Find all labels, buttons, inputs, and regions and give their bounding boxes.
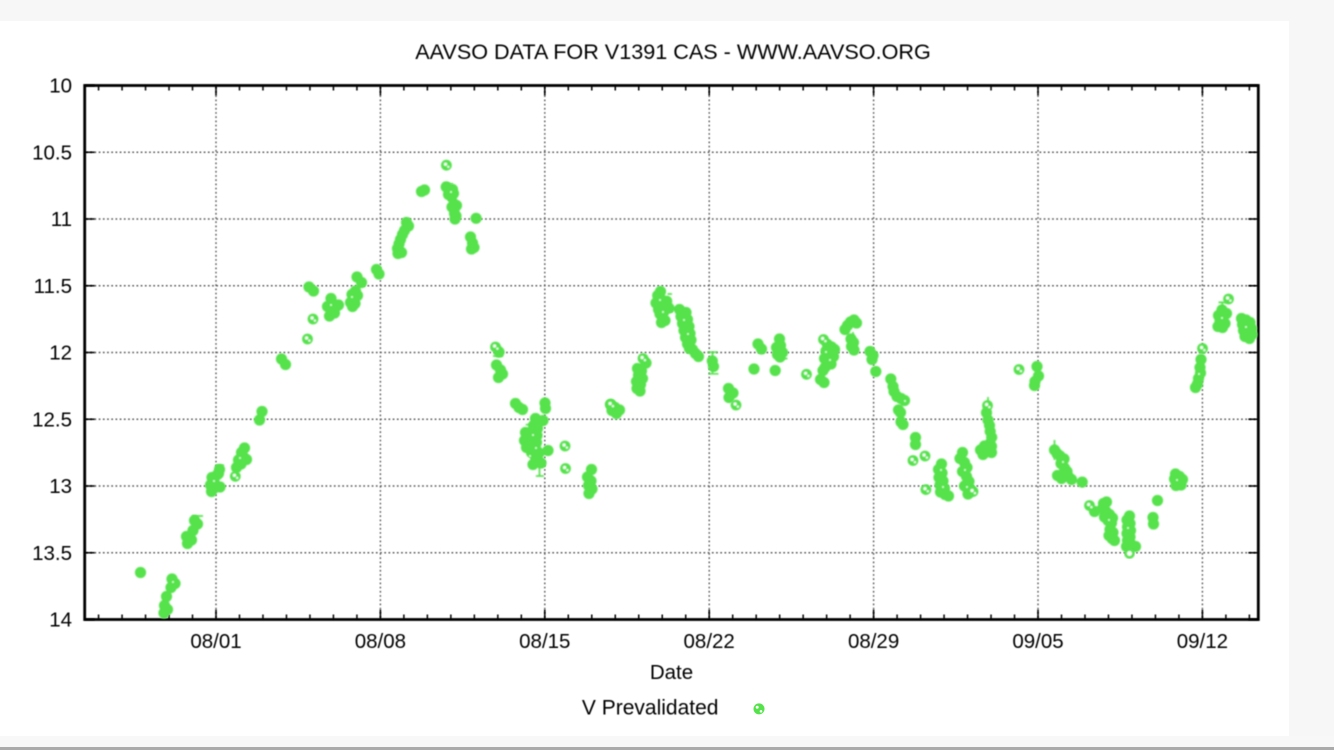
svg-text:08/29: 08/29 [848,630,899,653]
svg-text:11: 11 [51,208,72,231]
svg-text:13.5: 13.5 [32,542,72,565]
svg-text:13: 13 [49,475,72,498]
svg-text:Date: Date [650,661,693,684]
svg-text:V Prevalidated: V Prevalidated [582,697,719,720]
svg-text:11.5: 11.5 [34,275,72,298]
svg-text:09/12: 09/12 [1177,630,1228,653]
svg-text:08/22: 08/22 [684,630,735,653]
svg-text:09/05: 09/05 [1012,630,1063,653]
svg-text:14: 14 [49,609,72,632]
svg-text:AAVSO DATA FOR V1391 CAS - WWW: AAVSO DATA FOR V1391 CAS - WWW.AAVSO.ORG [415,39,931,64]
svg-text:08/01: 08/01 [190,630,241,653]
svg-text:08/15: 08/15 [519,630,570,653]
svg-text:10.5: 10.5 [32,141,72,164]
svg-text:10: 10 [49,75,72,98]
svg-text:12.5: 12.5 [32,408,72,431]
svg-text:08/08: 08/08 [355,630,406,653]
svg-text:12: 12 [49,342,72,365]
